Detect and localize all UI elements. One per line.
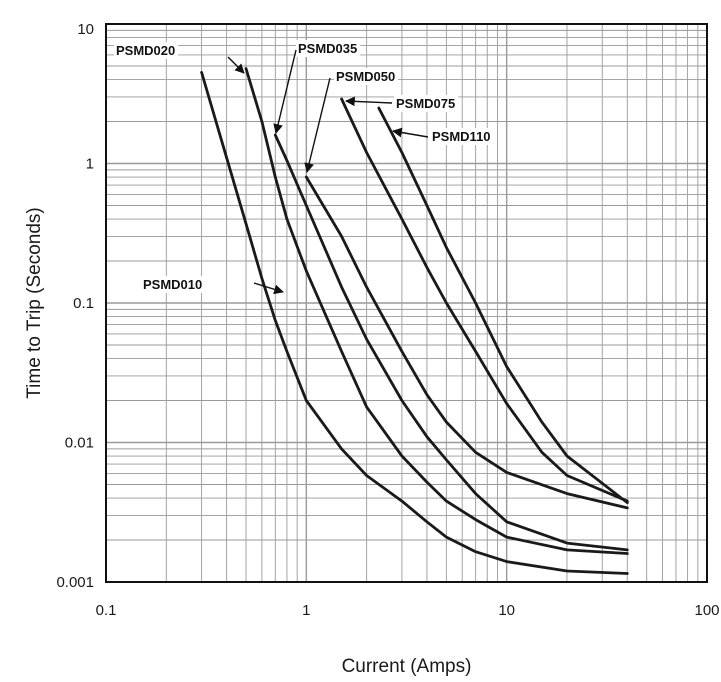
series-label-psmd010: PSMD010 [143, 277, 202, 292]
series-label-bg [141, 276, 206, 293]
y-tick-label: 0.001 [56, 574, 94, 591]
series-label-psmd075: PSMD075 [396, 96, 455, 111]
x-axis-title: Current (Amps) [342, 656, 472, 677]
y-tick-label: 0.1 [73, 295, 94, 312]
y-tick-label: 0.01 [65, 435, 94, 452]
leader-arrow-psmd010 [253, 282, 284, 295]
curve-psmd050 [304, 175, 629, 510]
plot-frame [105, 23, 708, 583]
y-axis-title: Time to Trip (Seconds) [24, 207, 45, 398]
curve-psmd110 [377, 106, 629, 505]
curve-psmd020 [244, 67, 629, 555]
series-label-psmd020: PSMD020 [116, 43, 175, 58]
leader-arrow-psmd020 [227, 56, 245, 74]
series-label-bg [394, 95, 459, 112]
curve-psmd010 [200, 71, 629, 575]
leader-arrow-psmd050 [304, 77, 331, 173]
x-tick-label: 10 [498, 602, 515, 619]
series-label-psmd050: PSMD050 [336, 69, 395, 84]
x-tick-label: 1 [302, 602, 310, 619]
series-label-psmd035: PSMD035 [298, 41, 357, 56]
y-tick-label: 1 [86, 156, 94, 173]
y-tick-label: 10 [77, 21, 94, 38]
series-label-bg [334, 68, 399, 85]
series-label-bg [296, 40, 361, 57]
leader-arrow-psmd035 [273, 49, 297, 134]
series-label-bg [114, 42, 179, 59]
curve-psmd075 [340, 97, 629, 503]
leader-arrow-psmd075 [345, 96, 393, 107]
tick-labels: 0.1 1 10 100 0.001 0.01 0.1 1 10 [56, 21, 719, 619]
series-label-psmd110: PSMD110 [432, 129, 491, 144]
x-tick-label: 100 [694, 602, 719, 619]
leader-arrow-psmd110 [392, 127, 429, 138]
series-label-bg [430, 128, 495, 145]
series-curves [200, 67, 629, 575]
curve-psmd035 [273, 133, 629, 552]
x-tick-label: 0.1 [96, 602, 117, 619]
